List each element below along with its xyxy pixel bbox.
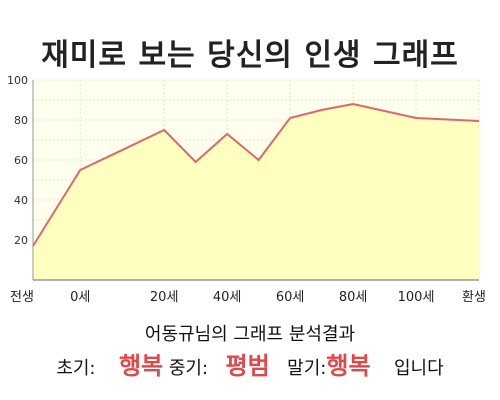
x-tick-label: 20세: [150, 290, 179, 305]
x-tick-label: 환생: [462, 290, 486, 305]
area-fill: [33, 104, 479, 280]
y-tick-label: 100: [7, 74, 28, 87]
x-tick-label: 100세: [398, 290, 435, 305]
x-tick-label: 60세: [276, 290, 305, 305]
y-tick-label: 80: [14, 114, 28, 127]
analysis-heading: 어동규님의 그래프 분석결과: [144, 324, 356, 345]
x-tick-label: 80세: [339, 290, 368, 305]
area-layer: [33, 104, 479, 280]
page-title: 재미로 보는 당신의 인생 그래프: [41, 38, 459, 73]
x-tick-label: 0세: [70, 290, 90, 305]
early-label: 초기:: [56, 358, 96, 379]
late-value: 행복: [326, 352, 371, 380]
y-tick-label: 20: [14, 234, 28, 247]
y-tick-labels: 20 40 60 80 100: [7, 74, 28, 247]
y-tick-label: 60: [14, 154, 28, 167]
analysis-result: 초기: 행복 중기: 평범 말기:행복 입니다: [0, 346, 500, 381]
x-tick-label: 전생: [10, 290, 34, 305]
line-layer: [32, 102, 480, 247]
late-label: 말기:: [287, 358, 327, 379]
x-tick-labels: 전생 0세 20세 40세 60세 80세 100세 환생: [10, 290, 486, 305]
x-tick-label: 40세: [213, 290, 242, 305]
y-tick-label: 40: [14, 194, 28, 207]
mid-value: 평범: [225, 352, 270, 380]
ending-text: 입니다: [394, 358, 444, 379]
early-value: 행복: [118, 352, 164, 380]
mid-label: 중기:: [168, 358, 209, 379]
